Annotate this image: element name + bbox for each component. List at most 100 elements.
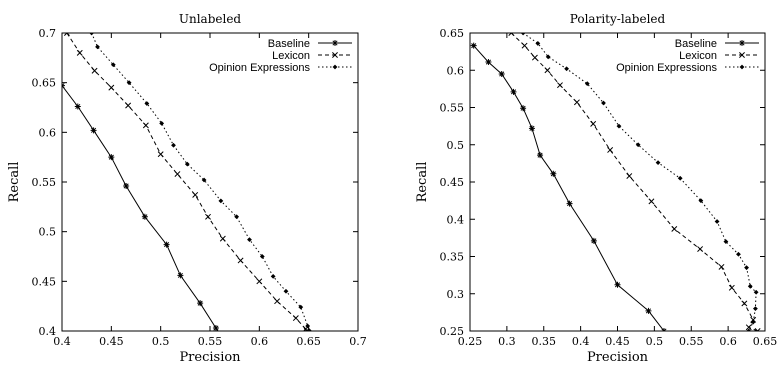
data-point-lexicon [192,191,199,198]
data-point-lexicon [521,42,528,49]
data-point-opinion-expressions [677,175,683,181]
data-point-baseline [141,213,148,220]
y-axis-label: Recall [7,162,22,203]
x-tick-label: 0.3 [498,335,516,348]
data-point-lexicon [741,300,748,307]
chart-unlabeled: Unlabeled 0.4 0.45 0.5 0.55 0.6 0.65 0.7 0.4 0.45… [7,12,367,365]
y-tick-label: 0.5 [39,226,57,239]
y-tick-label: 0.65 [32,77,57,90]
data-point-baseline [528,125,535,132]
data-point-opinion-expressions [270,273,276,279]
legend-marker-lexicon [739,52,745,58]
data-point-lexicon [557,82,563,89]
data-point-opinion-expressions [201,177,207,183]
data-point-opinion-expressions [259,254,265,259]
data-point-opinion-expressions [110,62,116,68]
data-point-lexicon [125,102,132,109]
data-point-opinion-expressions [159,120,165,126]
series-line-baseline [473,45,665,331]
data-point-lexicon [754,328,761,331]
x-tick-label: 0.6 [719,335,737,348]
data-point-lexicon [174,171,181,178]
data-point-opinion-expressions [298,304,304,310]
data-point-opinion-expressions [126,80,132,86]
data-point-lexicon [219,235,226,242]
data-point-baseline [62,82,65,89]
data-point-lexicon [108,84,115,91]
legend-marker-baseline [332,40,338,46]
data-point-opinion-expressions [714,219,720,224]
data-point-lexicon [508,33,515,36]
data-point-baseline [614,281,621,288]
data-point-opinion-expressions [750,319,756,325]
series-layer [62,33,313,331]
x-tick-label: 0.4 [53,335,71,348]
data-point-baseline [485,59,492,66]
x-tick-label: 0.45 [99,335,124,348]
data-point-opinion-expressions [746,328,752,331]
data-point-opinion-expressions [635,142,641,148]
data-point-opinion-expressions [234,214,240,220]
data-point-lexicon [718,263,725,270]
chart-title: Polarity-labeled [570,12,666,26]
data-point-lexicon [142,122,149,129]
data-point-baseline [197,300,204,307]
y-tick-label: 0.35 [440,251,465,264]
y-tick-label: 0.65 [440,27,465,40]
data-point-lexicon [76,49,83,56]
data-point-lexicon [573,99,580,106]
legend-marker-lexicon [332,52,338,58]
data-point-opinion-expressions [753,306,758,312]
data-point-opinion-expressions [698,198,704,204]
y-tick-label: 0.6 [447,64,465,77]
data-point-baseline [108,154,115,161]
data-point-opinion-expressions [616,123,622,129]
data-point-lexicon [63,33,70,36]
data-point-opinion-expressions [545,54,551,60]
data-point-opinion-expressions [307,328,313,331]
data-point-baseline [566,200,573,207]
data-point-opinion-expressions [753,289,759,295]
data-point-opinion-expressions [744,265,749,271]
data-point-baseline [163,241,170,248]
data-point-lexicon [292,315,299,322]
data-point-opinion-expressions [144,101,150,106]
data-point-opinion-expressions [305,323,311,329]
data-point-lexicon [671,225,678,232]
legend-marker-baseline [739,40,745,46]
y-tick-label: 0.5 [447,139,465,152]
data-point-baseline [520,105,527,112]
x-tick-label: 0.6 [251,335,269,348]
x-tick-label: 0.5 [646,335,664,348]
data-point-baseline [645,307,652,314]
series-line-opinion-expressions [91,33,311,331]
x-tick-label: 0.65 [753,335,778,348]
x-tick-label: 0.45 [605,335,630,348]
x-tick-label: 0.4 [572,335,590,348]
data-point-opinion-expressions [89,33,94,36]
data-point-lexicon [237,257,244,264]
x-tick-label: 0.55 [679,335,704,348]
y-tick-label: 0.3 [447,288,465,301]
data-point-opinion-expressions [171,142,176,148]
x-axis-label: Precision [587,350,649,365]
data-point-opinion-expressions [736,251,741,257]
data-point-lexicon [531,54,538,61]
y-tick-label: 0.45 [440,176,465,189]
data-point-opinion-expressions [564,66,570,72]
y-tick-label: 0.25 [440,325,465,338]
y-tick-label: 0.7 [39,27,57,40]
y-tick-label: 0.6 [39,126,57,139]
legend-marker-opinion-expressions [739,64,745,70]
chart-polarity-labeled: Polarity-labeled 0.25 0.3 0.35 0.4 0.45 0.5 0.5… [415,12,777,365]
data-point-lexicon [590,120,597,127]
legend-marker-opinion-expressions [332,64,338,70]
legend-label-baseline: Baseline [675,38,717,50]
data-point-opinion-expressions [584,81,590,87]
legend-label-opinion-expressions: Opinion Expressions [209,62,310,74]
data-point-lexicon [728,284,735,291]
chart-title: Unlabeled [179,12,242,26]
